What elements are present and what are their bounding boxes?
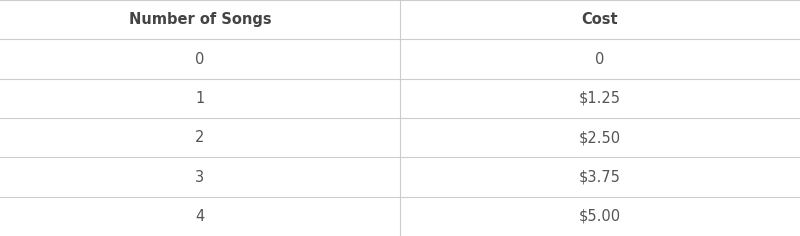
Text: $1.25: $1.25	[579, 91, 621, 106]
Text: $3.75: $3.75	[579, 169, 621, 185]
Text: $5.00: $5.00	[579, 209, 621, 224]
Text: 0: 0	[195, 51, 205, 67]
Text: Number of Songs: Number of Songs	[129, 12, 271, 27]
Text: 0: 0	[595, 51, 605, 67]
Text: 4: 4	[195, 209, 205, 224]
Text: 3: 3	[195, 169, 205, 185]
Text: 2: 2	[195, 130, 205, 145]
Text: Cost: Cost	[582, 12, 618, 27]
Text: $2.50: $2.50	[579, 130, 621, 145]
Text: 1: 1	[195, 91, 205, 106]
